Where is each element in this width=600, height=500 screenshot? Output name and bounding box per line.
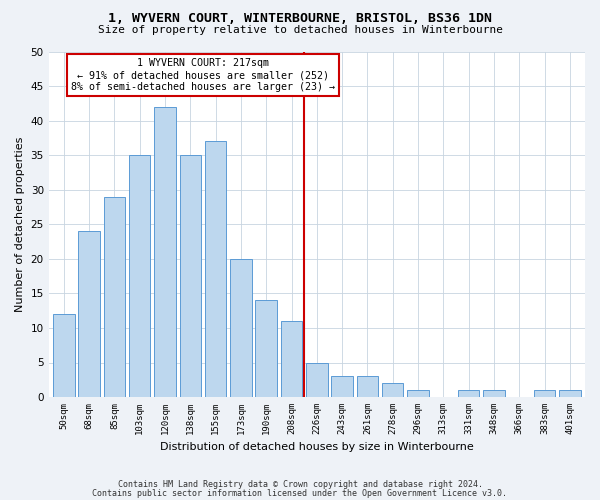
Text: Contains public sector information licensed under the Open Government Licence v3: Contains public sector information licen…	[92, 489, 508, 498]
Bar	[104, 196, 125, 397]
Bar	[534, 390, 555, 397]
Bar	[407, 390, 429, 397]
Text: Size of property relative to detached houses in Winterbourne: Size of property relative to detached ho…	[97, 25, 503, 35]
Bar	[483, 390, 505, 397]
Bar	[559, 390, 581, 397]
Bar	[79, 231, 100, 397]
Bar	[382, 383, 403, 397]
Text: 1, WYVERN COURT, WINTERBOURNE, BRISTOL, BS36 1DN: 1, WYVERN COURT, WINTERBOURNE, BRISTOL, …	[108, 12, 492, 26]
Bar	[458, 390, 479, 397]
Bar	[205, 142, 226, 397]
Bar	[306, 362, 328, 397]
Text: 1 WYVERN COURT: 217sqm
← 91% of detached houses are smaller (252)
8% of semi-det: 1 WYVERN COURT: 217sqm ← 91% of detached…	[71, 58, 335, 92]
X-axis label: Distribution of detached houses by size in Winterbourne: Distribution of detached houses by size …	[160, 442, 474, 452]
Bar	[356, 376, 378, 397]
Text: Contains HM Land Registry data © Crown copyright and database right 2024.: Contains HM Land Registry data © Crown c…	[118, 480, 482, 489]
Bar	[53, 314, 74, 397]
Bar	[331, 376, 353, 397]
Bar	[154, 107, 176, 397]
Bar	[179, 155, 201, 397]
Bar	[256, 300, 277, 397]
Bar	[281, 321, 302, 397]
Bar	[230, 259, 251, 397]
Bar	[129, 155, 151, 397]
Y-axis label: Number of detached properties: Number of detached properties	[15, 136, 25, 312]
